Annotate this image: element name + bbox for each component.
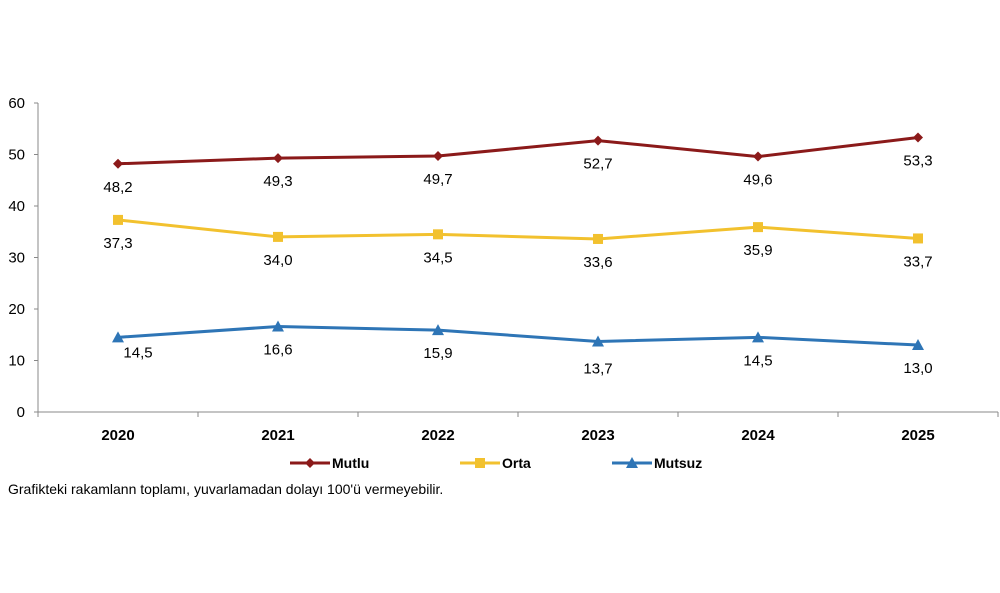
mutlu-point: [433, 151, 443, 162]
orta-data-label: 33,6: [583, 254, 612, 271]
mutsuz-point: [432, 324, 444, 336]
mutlu-point: [273, 153, 283, 164]
mutsuz-point: [272, 320, 284, 332]
y-tick-label: 60: [8, 95, 25, 112]
y-tick-label: 50: [8, 147, 25, 164]
mutlu-point: [753, 151, 763, 162]
x-tick-label: 2022: [421, 427, 454, 444]
mutlu-data-label: 49,3: [263, 173, 292, 190]
y-tick-label: 10: [8, 353, 25, 370]
legend-mutsuz-marker: [626, 457, 638, 468]
orta-point: [433, 229, 443, 240]
orta-data-label: 35,9: [743, 242, 772, 259]
y-tick-label: 20: [8, 301, 25, 318]
mutlu-point: [113, 158, 123, 169]
mutlu-data-label: 52,7: [583, 156, 612, 173]
mutlu-point: [913, 132, 923, 143]
mutsuz-data-label: 15,9: [423, 345, 452, 362]
mutsuz-point: [752, 331, 764, 343]
mutsuz-data-label: 14,5: [123, 344, 152, 361]
mutsuz-data-label: 13,0: [903, 360, 932, 377]
orta-line: [117, 218, 919, 241]
mutlu-data-label: 53,3: [903, 153, 932, 170]
x-tick-label: 2021: [261, 427, 294, 444]
x-tick-label: 2020: [101, 427, 134, 444]
legend-orta-label: Orta: [502, 455, 531, 471]
legend-mutlu-label: Mutlu: [332, 455, 369, 471]
orta-data-label: 37,3: [103, 235, 132, 252]
mutsuz-data-label: 14,5: [743, 352, 772, 369]
mutsuz-point: [112, 331, 124, 343]
mutsuz-data-label: 16,6: [263, 342, 292, 359]
orta-data-label: 34,5: [423, 249, 452, 266]
orta-point: [593, 233, 603, 244]
orta-point: [113, 214, 123, 225]
orta-point: [753, 222, 763, 233]
mutlu-data-label: 49,6: [743, 172, 772, 189]
mutlu-point: [593, 135, 603, 146]
mutsuz-line: [117, 325, 919, 347]
mutlu-data-label: 49,7: [423, 171, 452, 188]
y-tick-label: 40: [8, 198, 25, 215]
legend-mutlu-marker: [305, 458, 315, 468]
x-tick-label: 2024: [741, 427, 775, 444]
y-tick-label: 30: [8, 250, 25, 267]
orta-point: [273, 231, 283, 242]
mutsuz-point: [912, 339, 924, 351]
orta-point: [913, 233, 923, 244]
legend-mutsuz-label: Mutsuz: [654, 455, 702, 471]
orta-data-label: 34,0: [263, 252, 292, 269]
mutsuz-data-label: 13,7: [583, 360, 612, 377]
x-tick-label: 2023: [581, 427, 614, 444]
mutsuz-point: [592, 335, 604, 347]
x-tick-label: 2025: [901, 427, 934, 444]
mutlu-line: [117, 136, 919, 166]
mutlu-data-label: 48,2: [103, 179, 132, 196]
y-tick-label: 0: [17, 404, 25, 421]
footnote: Grafikteki rakamlann toplamı, yuvarlamad…: [8, 481, 444, 497]
legend-orta-marker: [475, 458, 485, 468]
orta-data-label: 33,7: [903, 253, 932, 270]
